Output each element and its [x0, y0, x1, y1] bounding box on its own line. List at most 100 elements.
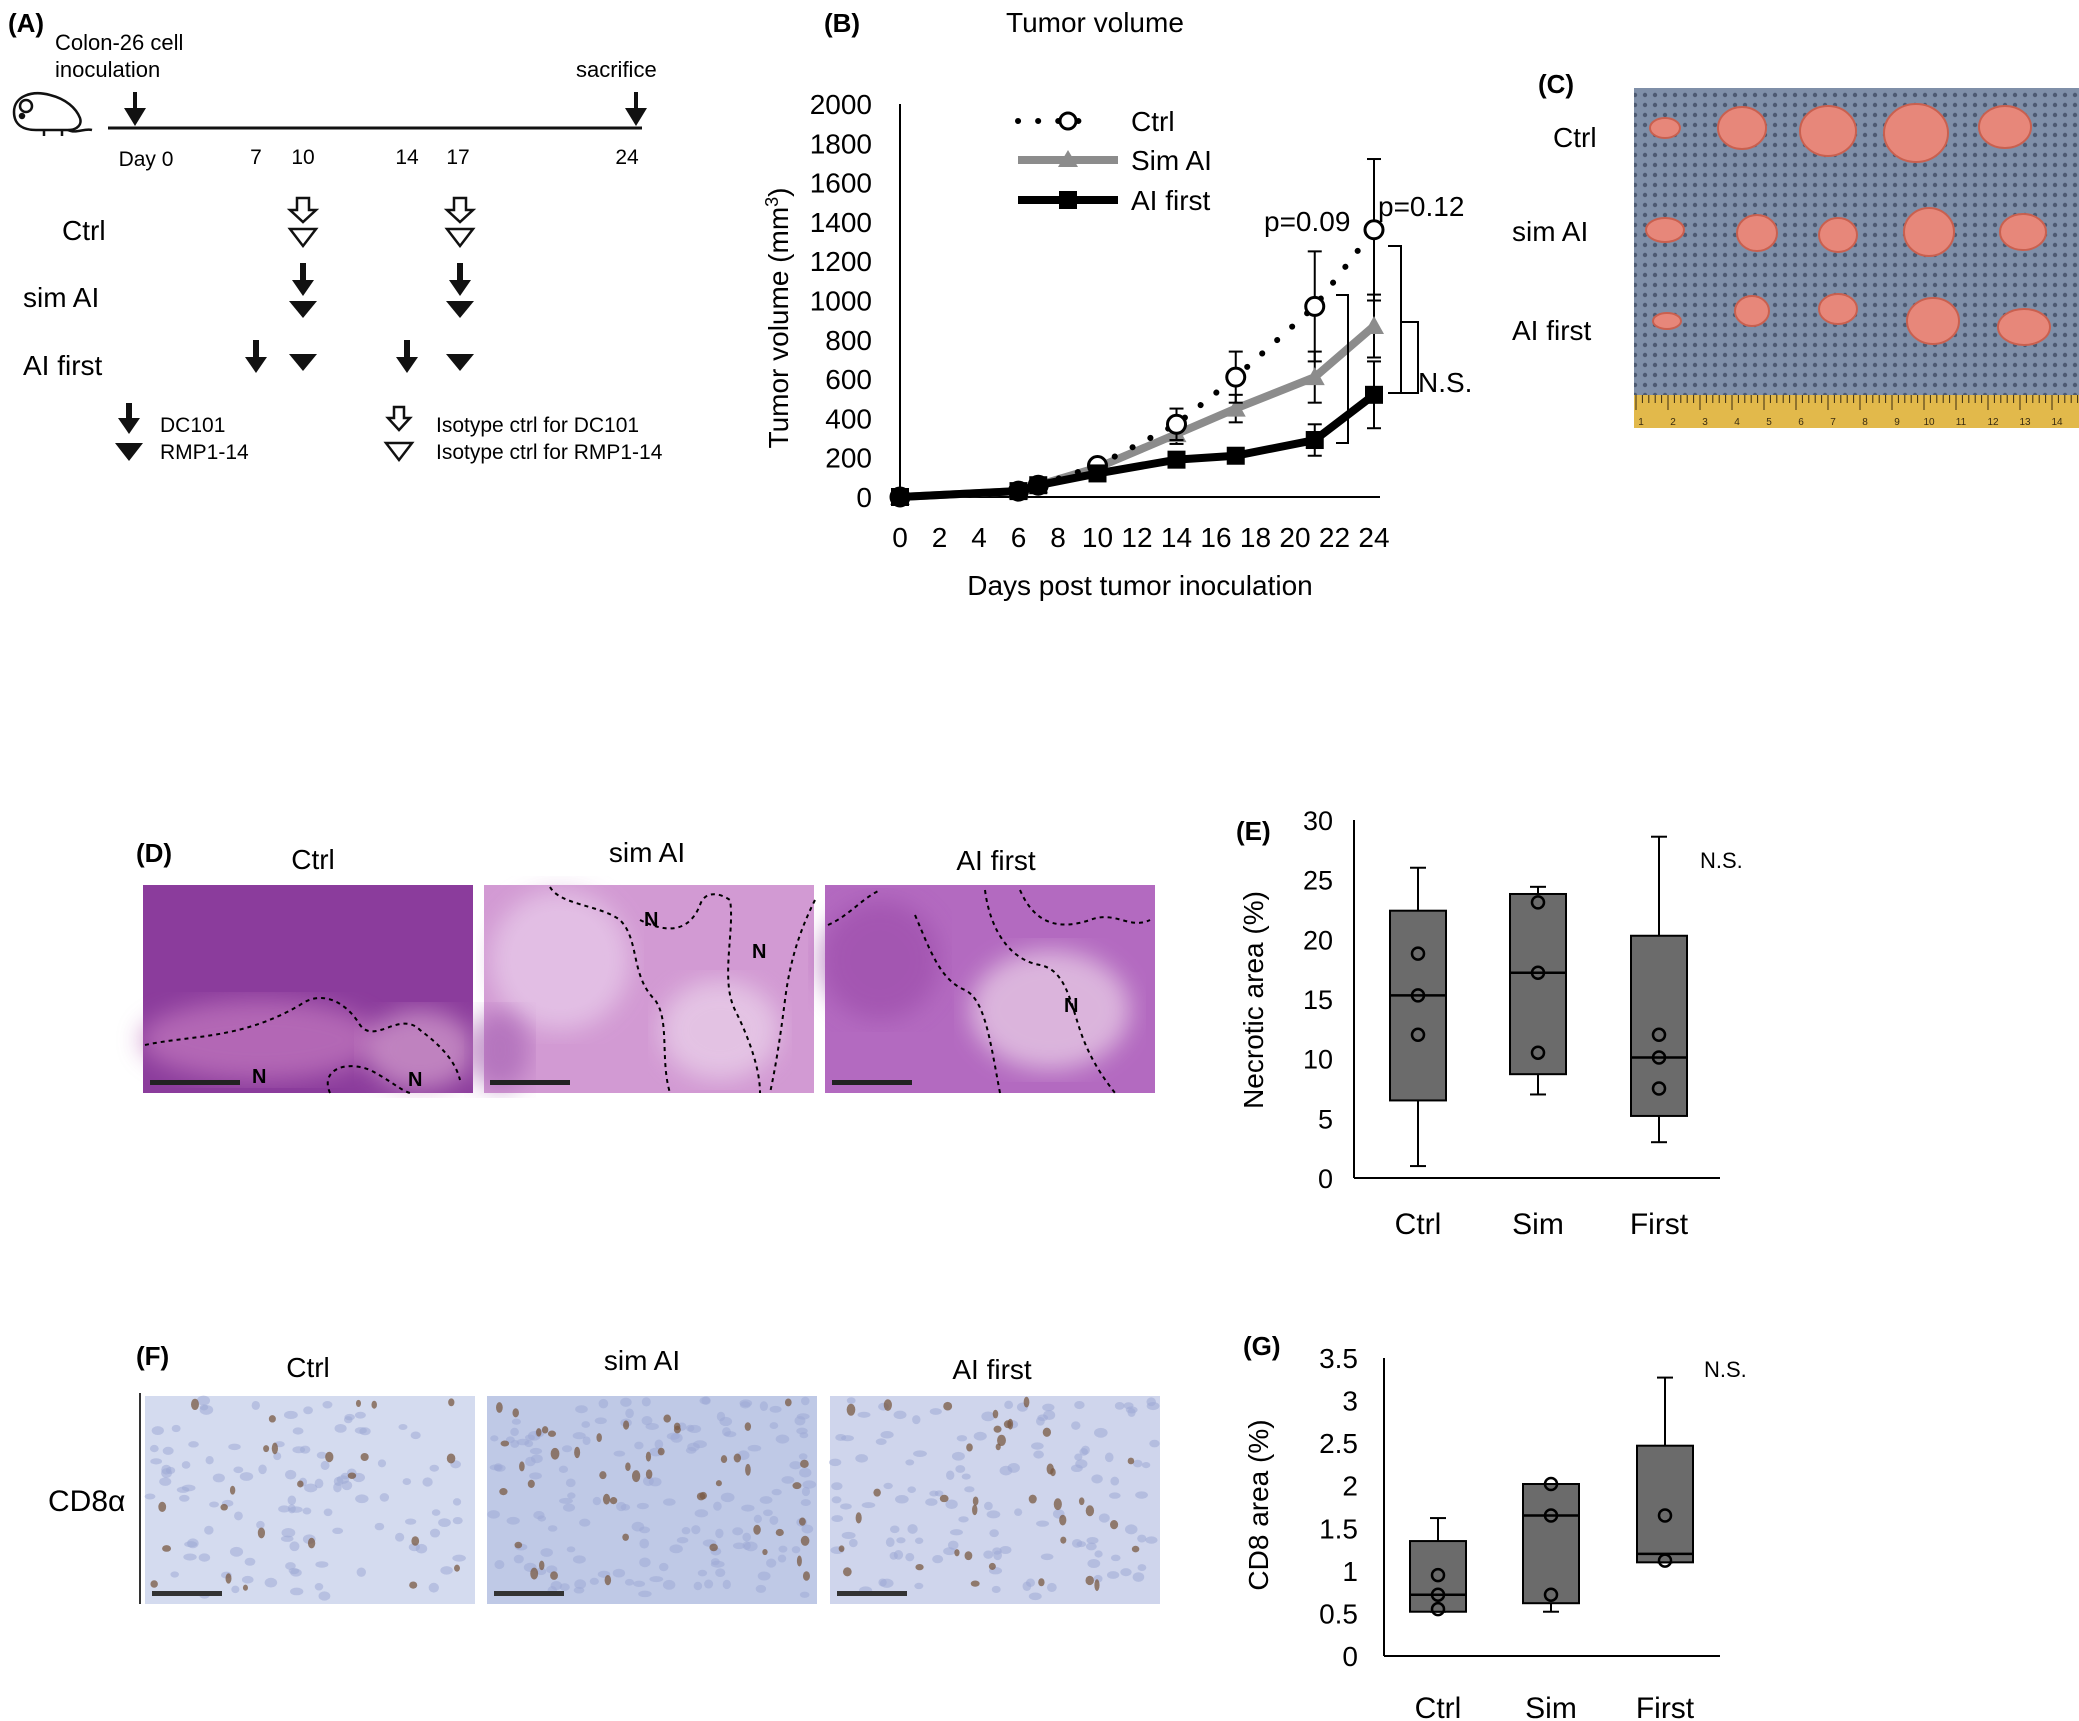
chart-g-y-tick-0.5: 0.5 — [1319, 1598, 1358, 1629]
ruler-number-8: 8 — [1862, 417, 1868, 428]
ihc-nucleus — [1074, 1453, 1083, 1461]
tumor-ctrl-2 — [1717, 106, 1767, 150]
ihc-nucleus — [333, 1482, 342, 1493]
ihc-cd8-positive-cell — [1050, 1468, 1056, 1477]
ihc-nucleus — [676, 1537, 689, 1544]
box-sim-point-1 — [1530, 965, 1546, 980]
ihc-nucleus — [144, 1493, 156, 1500]
ihc-cd8-positive-cell — [762, 1548, 768, 1556]
ihc-nucleus — [374, 1522, 385, 1531]
ihc-nucleus — [540, 1548, 553, 1557]
ihc-nucleus — [529, 1472, 542, 1480]
series-ai-first-point-17 — [1226, 446, 1245, 465]
ihc-cd8-positive-cell — [268, 1415, 276, 1423]
ihc-nucleus — [691, 1525, 701, 1535]
ihc-nucleus — [176, 1486, 190, 1493]
chart-b-y-tick-800: 800 — [825, 325, 872, 356]
chart-b-x-axis-label: Days post tumor inoculation — [967, 570, 1313, 601]
ihc-nucleus — [183, 1553, 197, 1561]
annotation-ns-b: N.S. — [1418, 367, 1472, 398]
ihc-cd8-positive-cell — [792, 1482, 802, 1490]
ihc-nucleus — [582, 1436, 591, 1446]
ihc-cd8-positive-cell — [550, 1571, 558, 1580]
ihc-nucleus — [624, 1578, 634, 1586]
chart-e-y-axis-label: Necrotic area (%) — [1238, 891, 1269, 1109]
box-ctrl-point-0 — [1410, 946, 1426, 961]
ihc-nucleus — [704, 1579, 714, 1589]
ihc-nucleus — [452, 1498, 462, 1506]
ihc-nucleus — [1094, 1550, 1103, 1558]
box-first-iqr — [1630, 934, 1688, 1117]
ihc-image-ctrl — [144, 1395, 475, 1604]
ihc-cd8-positive-cell — [622, 1533, 629, 1541]
timeline-tick-day0: Day 0 — [119, 148, 174, 171]
tumor-ctrl-5 — [1978, 105, 2032, 149]
ihc-nucleus — [314, 1478, 324, 1489]
ihc-cd8-positive-cell — [411, 1536, 420, 1546]
ihc-nucleus — [323, 1508, 333, 1517]
ihc-nucleus — [1040, 1553, 1054, 1561]
group-label-ai-first: AI first — [23, 350, 103, 381]
ihc-cd8-positive-cell — [775, 1528, 784, 1537]
ihc-nucleus — [741, 1504, 755, 1512]
ihc-nucleus — [490, 1435, 499, 1442]
ihc-nucleus — [415, 1543, 428, 1554]
ihc-nucleus — [150, 1458, 163, 1465]
chart-g-plot: 0 0.5 1 1.5 2 2.5 3 3.5 Ctrl Sim First — [1319, 1343, 1720, 1721]
ihc-cd8-positive-cell — [993, 1425, 1002, 1433]
chart-g-y-tick-0: 0 — [1342, 1641, 1358, 1672]
ihc-nucleus — [981, 1411, 995, 1422]
ihc-nucleus — [452, 1554, 466, 1562]
ihc-nucleus — [314, 1583, 324, 1591]
ihc-nucleus — [431, 1509, 441, 1516]
ihc-nucleus — [710, 1558, 720, 1566]
ihc-nucleus — [510, 1427, 519, 1437]
ruler-number-13: 13 — [2019, 417, 2031, 428]
photo-row-label-sim-ai: sim AI — [1512, 216, 1588, 247]
ihc-cd8-positive-cell — [842, 1567, 852, 1577]
ihc-nucleus — [999, 1465, 1013, 1476]
inoculation-arrow-icon — [124, 92, 146, 126]
ihc-nucleus — [204, 1525, 214, 1535]
ihc-title-ctrl: Ctrl — [286, 1352, 330, 1383]
panel-a-label: (A) — [8, 8, 44, 38]
ihc-cd8-positive-cell — [538, 1560, 545, 1571]
ihc-nucleus — [861, 1502, 876, 1509]
ihc-cd8-positive-cell — [753, 1524, 761, 1535]
ihc-nucleus — [946, 1470, 955, 1481]
ihc-cd8-positive-cell — [970, 1580, 980, 1587]
ai-first-day7-dc101-arrow-icon — [245, 340, 267, 373]
ihc-nucleus — [984, 1501, 993, 1511]
ihc-cd8-positive-cell — [527, 1479, 535, 1488]
box-first-point-1 — [1657, 1553, 1673, 1568]
chart-b-x-tick-8: 8 — [1050, 522, 1066, 553]
ihc-nucleus — [694, 1509, 709, 1518]
ihc-cd8-positive-cell — [966, 1443, 973, 1452]
chart-b-legend: Ctrl Sim AI AI first — [1015, 106, 1212, 216]
box-ctrl-point-1 — [1430, 1587, 1446, 1602]
ihc-nucleus — [755, 1584, 767, 1593]
ihc-nucleus — [613, 1450, 626, 1457]
ihc-cd8-positive-cell — [150, 1580, 158, 1588]
series-sim-ai — [890, 293, 1384, 505]
ihc-nucleus — [715, 1528, 724, 1539]
ruler-number-7: 7 — [1830, 417, 1836, 428]
he-necrosis-marker-first: N — [1064, 995, 1078, 1017]
ihc-nucleus — [643, 1476, 654, 1487]
ihc-nucleus — [566, 1546, 576, 1553]
series-sim-ai-point-24 — [1364, 316, 1384, 335]
tumor-sim-3 — [1818, 217, 1858, 253]
ihc-nucleus — [633, 1580, 646, 1587]
panel-d-he-histology: (D) Ctrl sim AI AI first N N N N — [136, 837, 1155, 1094]
ihc-cd8-positive-cell — [500, 1440, 510, 1447]
ihc-nucleus — [537, 1515, 547, 1522]
ihc-nucleus — [212, 1473, 225, 1483]
chart-b-x-tick-18: 18 — [1240, 522, 1271, 553]
legend-rmp1-14: RMP1-14 — [160, 441, 249, 464]
he-scale-bar-sim-ai — [490, 1080, 570, 1085]
ihc-cd8-positive-cell — [992, 1409, 999, 1419]
ihc-nucleus — [285, 1469, 297, 1480]
ihc-cd8-positive-cell — [530, 1567, 539, 1580]
he-scale-bar-ai-first — [832, 1080, 912, 1085]
ihc-nucleus — [287, 1495, 297, 1506]
